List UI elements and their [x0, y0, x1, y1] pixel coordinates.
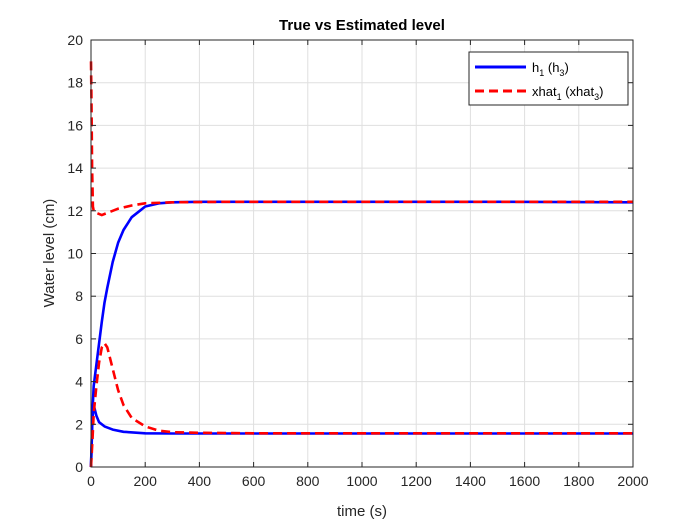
x-tick-label: 600	[242, 473, 266, 489]
y-tick-label: 20	[67, 32, 83, 48]
y-tick-label: 16	[67, 117, 83, 133]
x-tick-labels: 0 200 400 600 800 1000 1200 1400 1600 1800 2000	[87, 473, 649, 489]
legend-label-xhat1: xhat1 (xhat3)	[532, 84, 603, 102]
x-tick-label: 0	[87, 473, 95, 489]
x-tick-label: 800	[296, 473, 320, 489]
legend-label-h1: h1 (h3)	[532, 60, 569, 78]
x-tick-label: 400	[188, 473, 212, 489]
y-tick-labels: 0 2 4 6 8 10 12 14 16 18 20	[67, 32, 83, 475]
x-tick-label: 1200	[401, 473, 432, 489]
y-axis-label: Water level (cm)	[41, 199, 58, 308]
y-tick-label: 2	[75, 416, 83, 432]
x-tick-label: 2000	[617, 473, 648, 489]
y-tick-label: 4	[75, 374, 83, 390]
y-tick-label: 8	[75, 288, 83, 304]
tick-marks	[90, 39, 634, 468]
y-tick-label: 14	[67, 160, 83, 176]
series-1-curve-1	[89, 341, 633, 468]
x-tick-label: 200	[134, 473, 158, 489]
y-tick-label: 6	[75, 331, 83, 347]
chart-title: True vs Estimated level	[279, 17, 445, 34]
y-tick-label: 12	[67, 203, 83, 219]
y-tick-label: 18	[67, 75, 83, 91]
x-tick-label: 1800	[563, 473, 594, 489]
y-tick-label: 10	[67, 246, 83, 262]
x-tick-label: 1400	[455, 473, 486, 489]
legend-box	[468, 51, 629, 106]
y-tick-label: 0	[75, 459, 83, 475]
x-tick-label: 1600	[509, 473, 540, 489]
x-axis-label: time (s)	[337, 503, 387, 520]
x-tick-label: 1000	[346, 473, 377, 489]
series-layer	[89, 61, 634, 468]
series-1-curve-0	[89, 61, 633, 217]
legend: h1 (h3) xhat1 (xhat3)	[468, 51, 629, 106]
